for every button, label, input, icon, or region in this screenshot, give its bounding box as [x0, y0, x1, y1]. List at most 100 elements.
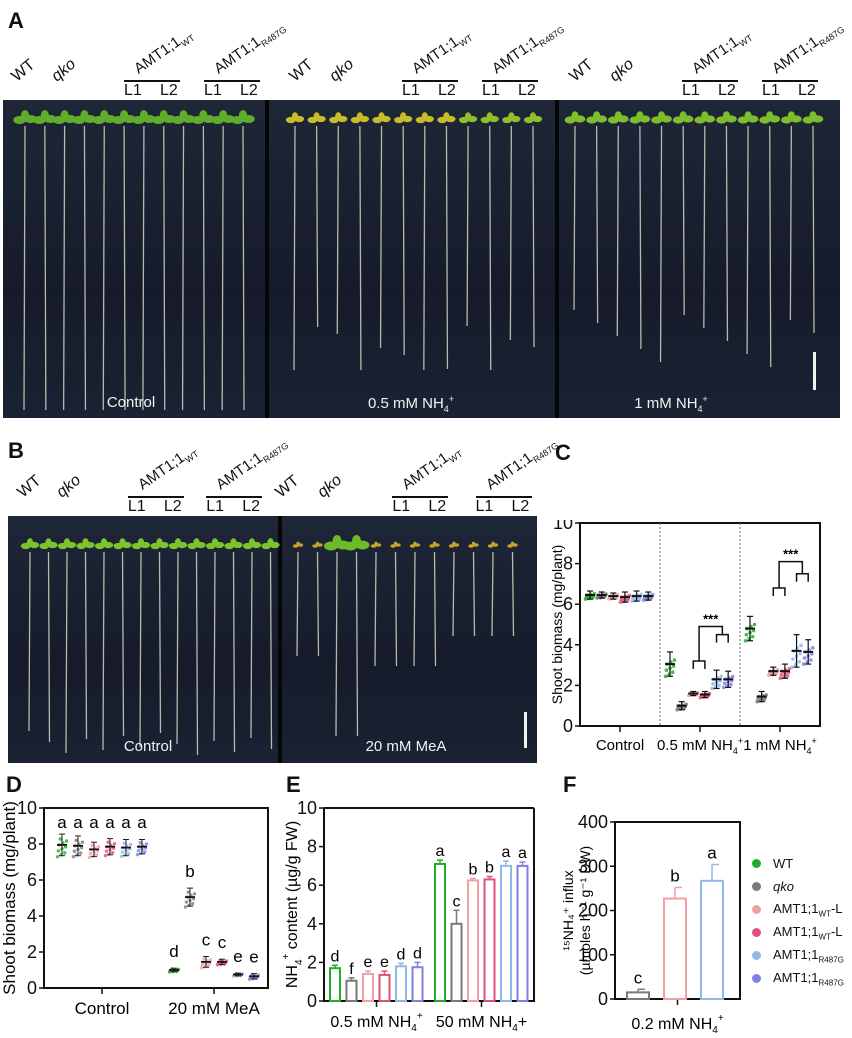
data-point	[79, 851, 83, 855]
shoot	[152, 110, 176, 125]
significance-letter: a	[436, 843, 445, 860]
shoot	[39, 538, 58, 550]
leaf	[657, 111, 666, 121]
group-bracket-line	[127, 496, 184, 498]
root	[616, 125, 619, 337]
root	[595, 125, 599, 324]
leaf	[120, 110, 129, 121]
shoot	[76, 538, 95, 550]
leaf	[421, 112, 428, 121]
significance-letter: a	[121, 813, 131, 832]
leaf	[238, 110, 248, 121]
root	[293, 125, 296, 371]
shoot	[607, 111, 629, 124]
data-point	[722, 681, 727, 686]
significance-letter: a	[137, 813, 147, 832]
y-axis-label: NH4+ content (µg/g FW)	[282, 821, 305, 988]
legend-item: AMT1;1R487G	[752, 944, 844, 967]
genotype-label-qko: qko	[53, 471, 85, 502]
group-subscript: R487G	[537, 24, 567, 49]
root	[509, 125, 513, 341]
root	[573, 125, 576, 311]
leaf	[63, 538, 71, 547]
chart-f: 0 100 200 300 400 (µmoles h⁻¹ g⁻¹ DW)¹⁵NH₄⁺ i…	[560, 812, 741, 1036]
bar	[395, 965, 407, 1002]
line-label-l2: L2	[798, 82, 816, 99]
significance-letter: d	[413, 945, 422, 962]
shoot	[242, 538, 262, 550]
leaf	[291, 112, 299, 121]
panel-letter-f: F	[563, 772, 577, 797]
data-point	[785, 674, 790, 678]
x-tick-label: Control	[596, 737, 644, 754]
data-point	[127, 851, 131, 856]
root	[121, 551, 125, 737]
shoot	[415, 112, 434, 124]
subscript: 4	[411, 1023, 417, 1034]
significance-letter: e	[364, 954, 373, 971]
data-point	[186, 890, 190, 894]
y-tick-label: 4	[307, 914, 317, 934]
shoot	[672, 111, 694, 124]
data-point	[104, 849, 109, 853]
root	[202, 125, 206, 411]
data-point	[721, 685, 726, 690]
data-point	[202, 957, 206, 961]
root	[511, 551, 515, 637]
shoot	[205, 538, 225, 550]
data-point	[809, 658, 813, 662]
root	[232, 551, 236, 753]
shoot	[629, 111, 651, 124]
label-part: NH	[284, 965, 301, 988]
data-point	[90, 843, 94, 848]
y-tick-label: 2	[307, 952, 317, 972]
shoot	[480, 112, 499, 124]
data-point	[88, 851, 93, 856]
leaf	[701, 111, 709, 121]
data-point	[710, 686, 714, 691]
leaf	[413, 541, 417, 547]
significance-letter: a	[89, 813, 99, 832]
root	[139, 551, 142, 748]
leaf	[119, 538, 126, 547]
group-bracket-line	[392, 496, 449, 498]
group-title-amt-wt: AMT1;1WT	[409, 32, 475, 78]
y-tick-label: 10	[297, 798, 317, 818]
leaf	[614, 111, 622, 121]
root	[489, 125, 492, 371]
root	[532, 125, 535, 348]
plot-frame	[323, 808, 535, 1002]
root	[65, 551, 68, 754]
root	[355, 551, 359, 737]
y-tick-label: 4	[563, 635, 573, 655]
x-tick-label: 20 mM MeA	[168, 999, 260, 1018]
root	[402, 125, 405, 356]
root	[359, 125, 362, 371]
y-tick-label: 0	[598, 989, 608, 1009]
data-point	[744, 632, 749, 637]
comparison-bracket	[778, 560, 804, 588]
label-part: content (µg/g FW)	[284, 821, 301, 954]
data-point	[787, 667, 792, 671]
shoot	[131, 538, 151, 550]
data-point	[63, 845, 68, 849]
data-point	[199, 966, 204, 970]
leaf	[137, 538, 145, 547]
genotype-label-qko: qko	[606, 55, 638, 86]
shoot	[13, 110, 37, 125]
significance-letter: a	[502, 844, 511, 861]
data-point	[809, 652, 814, 656]
significance-letter: b	[185, 862, 194, 881]
significance-label: ***	[783, 547, 799, 562]
legend-item: AMT1;1WT-L	[752, 921, 844, 944]
data-point	[128, 842, 133, 847]
root	[746, 125, 749, 355]
panel-letter-b: B	[8, 438, 24, 463]
leaf	[508, 112, 515, 121]
genotype-label-wt: WT	[566, 56, 597, 86]
data-point	[72, 849, 77, 853]
data-point	[106, 840, 110, 844]
leaf	[335, 112, 342, 121]
group-bracket-line	[682, 80, 738, 82]
data-point	[711, 682, 715, 686]
